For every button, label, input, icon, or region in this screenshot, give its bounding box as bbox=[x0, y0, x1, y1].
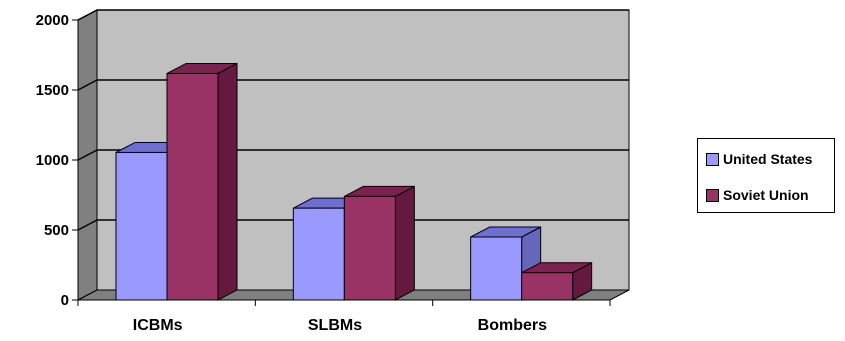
bar-side bbox=[217, 62, 238, 301]
legend-item-series-2: Soviet Union bbox=[706, 186, 809, 204]
y-tick-label: 2000 bbox=[36, 12, 69, 29]
legend-swatch-series-1 bbox=[706, 152, 719, 166]
bar-front bbox=[343, 195, 396, 301]
x-tick-label: Bombers bbox=[478, 317, 547, 334]
legend-label-series-2: Soviet Union bbox=[723, 187, 809, 203]
legend-swatch-series-2 bbox=[706, 188, 719, 202]
bar-front bbox=[115, 151, 168, 301]
gridline-left bbox=[77, 149, 98, 161]
gridline-left bbox=[77, 9, 98, 21]
bar-front bbox=[521, 272, 574, 301]
legend-label-series-1: United States bbox=[723, 151, 813, 167]
x-tick-labels: ICBMs SLBMs Bombers bbox=[133, 317, 547, 334]
gridline-left bbox=[77, 219, 98, 231]
bar-Bombers-1 bbox=[470, 226, 542, 301]
bar-side bbox=[394, 185, 415, 301]
gridline-left bbox=[77, 79, 98, 91]
bars bbox=[115, 62, 593, 301]
y-tick-label: 0 bbox=[61, 292, 69, 309]
bar-front bbox=[470, 236, 523, 301]
y-tick-labels: 0 500 1000 1500 2000 bbox=[36, 12, 69, 309]
bar-front bbox=[292, 207, 345, 301]
y-tick-label: 1000 bbox=[36, 152, 69, 169]
bar-Bombers-2 bbox=[521, 261, 593, 301]
legend-item-series-1: United States bbox=[706, 150, 812, 168]
y-tick-label: 1500 bbox=[36, 82, 69, 99]
y-tick-label: 500 bbox=[44, 222, 69, 239]
bar-ICBMs-2 bbox=[166, 62, 238, 301]
x-tick-label: ICBMs bbox=[133, 317, 183, 334]
legend: United States Soviet Union bbox=[697, 138, 835, 213]
bar-SLBMs-2 bbox=[343, 185, 415, 301]
x-tick-label: SLBMs bbox=[308, 317, 362, 334]
bar-front bbox=[166, 72, 219, 301]
